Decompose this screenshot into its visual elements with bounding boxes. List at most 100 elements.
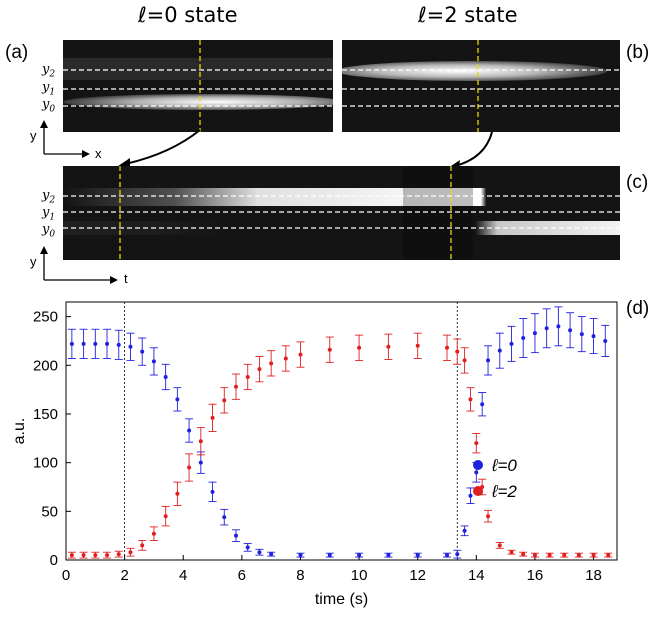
y-tick-label: 0	[50, 552, 58, 569]
label-y0-a: y0	[42, 97, 56, 115]
data-point	[269, 552, 274, 557]
data-point	[116, 552, 121, 557]
axis-t-label-c: t	[124, 271, 128, 286]
data-point	[474, 470, 479, 475]
data-point	[257, 550, 262, 555]
label-y1-a: y1	[42, 80, 56, 98]
data-point	[606, 553, 611, 558]
data-point	[116, 342, 121, 347]
data-point	[462, 528, 467, 533]
legend-label: ℓ=0	[491, 456, 517, 475]
data-point	[415, 553, 420, 558]
data-point	[445, 553, 450, 558]
x-axis-label: time (s)	[315, 591, 368, 608]
data-point	[474, 441, 479, 446]
data-point	[480, 402, 485, 407]
data-point	[151, 359, 156, 364]
data-point	[81, 553, 86, 558]
data-point	[415, 343, 420, 348]
data-point	[298, 352, 303, 357]
data-point	[198, 460, 203, 465]
data-point	[69, 341, 74, 346]
data-point	[128, 550, 133, 555]
panel-label-b: (b)	[626, 42, 650, 63]
transfer-arrows	[118, 129, 493, 170]
data-point	[386, 553, 391, 558]
y-tick-label: 100	[33, 455, 58, 472]
label-y2-a: y2	[42, 62, 56, 80]
x-tick-label: 10	[351, 567, 368, 584]
x-tick-label: 4	[179, 567, 187, 584]
data-point	[81, 341, 86, 346]
panel-label-d: (d)	[626, 298, 650, 319]
y-tick-label: 250	[33, 309, 58, 326]
data-point	[222, 398, 227, 403]
data-point	[128, 344, 133, 349]
data-point	[283, 356, 288, 361]
data-point	[245, 374, 250, 379]
data-point	[568, 328, 573, 333]
data-point	[257, 367, 262, 372]
data-point	[544, 326, 549, 331]
data-point	[105, 553, 110, 558]
yt-axes-arrows	[40, 246, 118, 284]
image-panel-a	[63, 40, 333, 132]
label-y2-c: y2	[42, 188, 56, 206]
data-point	[163, 374, 168, 379]
data-point	[462, 358, 467, 363]
data-point	[357, 553, 362, 558]
x-tick-label: 14	[468, 567, 485, 584]
legend-label: ℓ=2	[491, 482, 517, 501]
data-point	[497, 543, 502, 548]
data-point	[591, 334, 596, 339]
x-tick-label: 16	[527, 567, 544, 584]
data-point	[468, 493, 473, 498]
data-point	[233, 533, 238, 538]
data-point	[445, 345, 450, 350]
data-point	[468, 397, 473, 402]
data-point	[532, 553, 537, 558]
data-point	[93, 553, 98, 558]
data-point	[547, 553, 552, 558]
data-point	[105, 341, 110, 346]
x-tick-label: 2	[120, 567, 128, 584]
data-point	[140, 543, 145, 548]
data-point	[93, 341, 98, 346]
data-point	[486, 514, 491, 519]
title-l0-state: ℓ=0 state	[138, 3, 238, 27]
y-tick-label: 200	[33, 357, 58, 374]
panel-label-c: (c)	[626, 172, 649, 193]
x-tick-label: 6	[238, 567, 246, 584]
y-tick-label: 50	[41, 503, 58, 520]
data-point	[603, 338, 608, 343]
data-point	[269, 361, 274, 366]
legend-marker	[473, 460, 483, 470]
data-point	[497, 348, 502, 353]
data-point	[509, 550, 514, 555]
data-point	[532, 331, 537, 336]
y-tick-label: 150	[33, 406, 58, 423]
data-point	[576, 553, 581, 558]
image-panel-b	[342, 40, 620, 132]
image-panel-c	[63, 166, 620, 260]
data-point	[163, 514, 168, 519]
x-tick-label: 8	[296, 567, 304, 584]
data-point	[486, 358, 491, 363]
data-point	[386, 344, 391, 349]
x-tick-label: 18	[585, 567, 602, 584]
data-point	[298, 553, 303, 558]
title-l2-state: ℓ=2 state	[418, 3, 518, 27]
data-point	[175, 397, 180, 402]
axis-y-label-c: y	[30, 254, 37, 269]
data-point	[187, 465, 192, 470]
data-point	[509, 341, 514, 346]
data-point	[187, 428, 192, 433]
data-point	[198, 439, 203, 444]
data-point	[521, 552, 526, 557]
data-point	[455, 552, 460, 557]
data-point	[151, 531, 156, 536]
data-point	[233, 384, 238, 389]
data-point	[69, 553, 74, 558]
data-point	[140, 349, 145, 354]
data-point	[210, 489, 215, 494]
